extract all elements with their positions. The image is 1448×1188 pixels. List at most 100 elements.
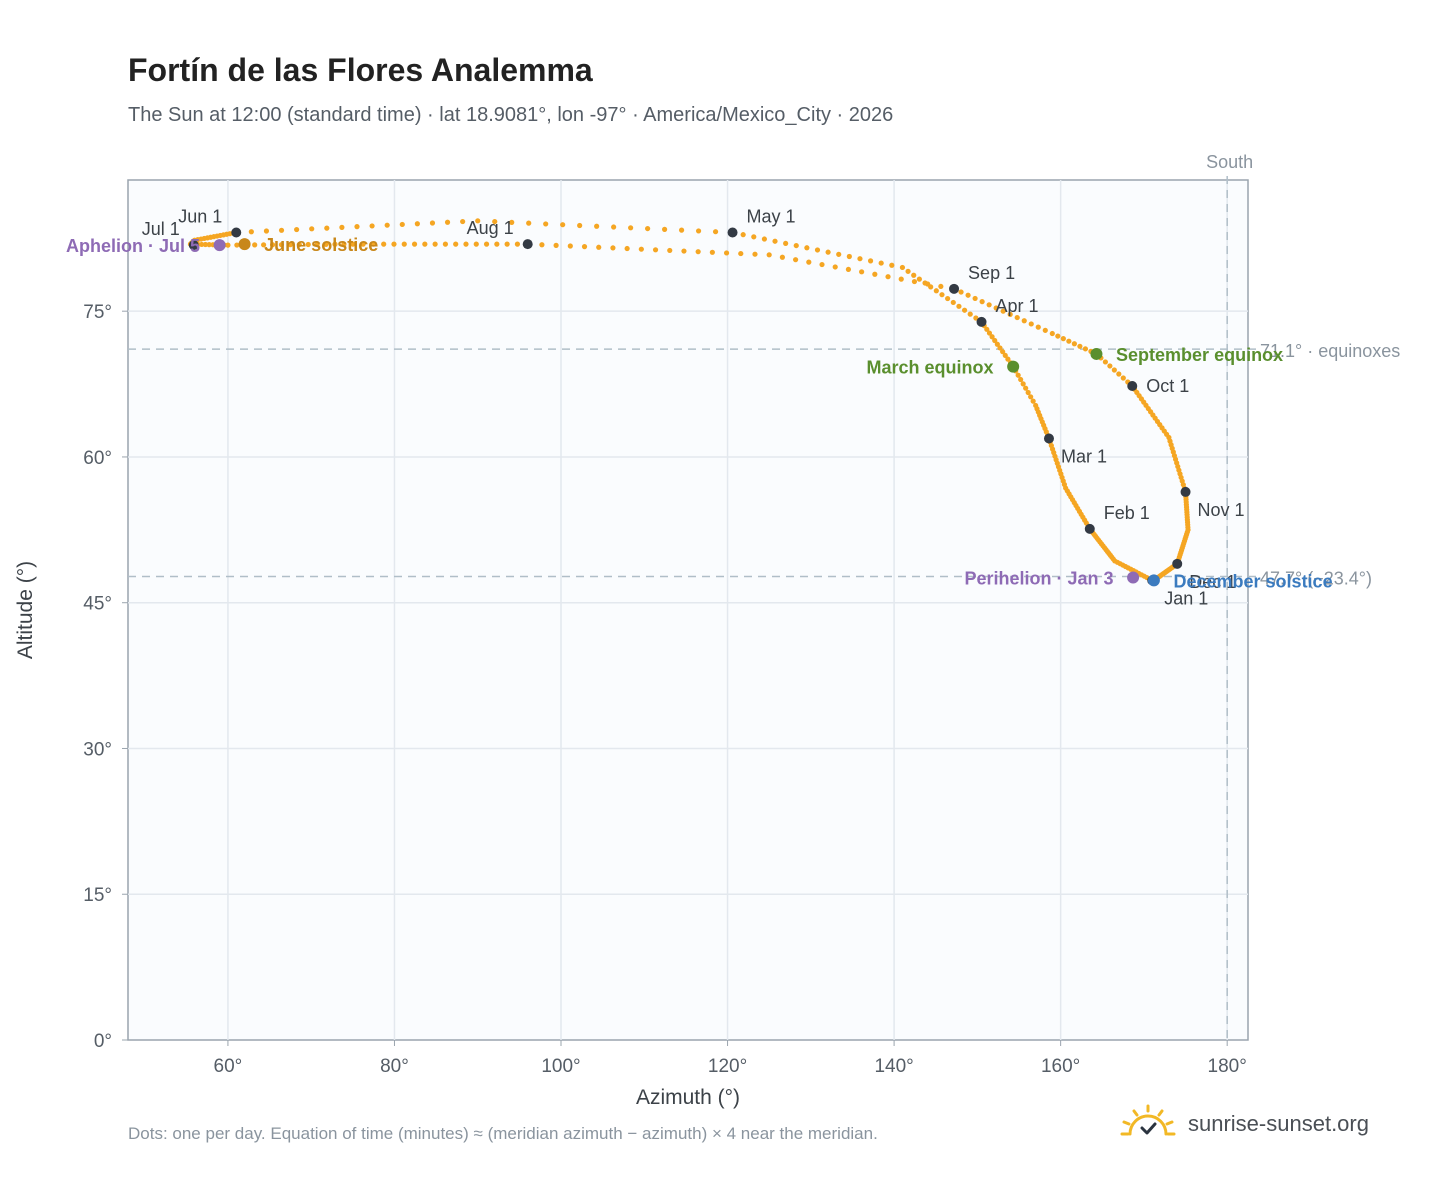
daily-sun-dot <box>526 220 532 226</box>
daily-sun-dot <box>986 330 993 336</box>
y-tick-label: 60° <box>83 448 112 469</box>
daily-sun-dot <box>825 249 831 255</box>
annotation-dot <box>213 239 226 252</box>
x-tick-label: 60° <box>214 1056 243 1077</box>
meridian-label: South <box>1206 152 1253 172</box>
daily-sun-dot <box>305 241 311 248</box>
daily-sun-dot <box>695 249 701 255</box>
daily-sun-dot <box>475 218 481 224</box>
daily-sun-dot <box>1060 336 1066 342</box>
daily-sun-dot <box>202 241 209 248</box>
daily-sun-dot <box>553 242 559 248</box>
daily-sun-dot <box>504 241 510 247</box>
daily-sun-dot <box>610 245 616 251</box>
daily-sun-dot <box>309 226 315 232</box>
daily-sun-dot <box>492 218 498 225</box>
daily-sun-dot <box>956 303 962 309</box>
daily-sun-dot <box>867 258 874 264</box>
x-tick-label: 80° <box>380 1056 409 1077</box>
brand[interactable]: sunrise-sunset.org <box>1120 1104 1369 1144</box>
daily-sun-dot <box>899 264 906 271</box>
daily-sun-dot <box>384 222 390 228</box>
daily-sun-dot <box>261 242 267 248</box>
daily-sun-dot <box>332 241 338 247</box>
daily-sun-dot <box>399 221 405 228</box>
daily-sun-dot <box>567 243 573 249</box>
y-tick-label: 0° <box>94 1031 112 1052</box>
daily-sun-dot <box>287 242 293 248</box>
daily-sun-dot <box>857 256 863 262</box>
x-tick-label: 160° <box>1041 1056 1080 1077</box>
daily-sun-dot <box>681 248 687 254</box>
reference-line-label: 71.1° · equinoxes <box>1260 341 1400 361</box>
x-tick-label: 180° <box>1208 1056 1247 1077</box>
daily-sun-dot <box>323 241 329 247</box>
daily-sun-dot <box>997 345 1003 351</box>
daily-sun-dot <box>845 266 852 273</box>
reference-line-label: 47.7° (−23.4°) <box>1260 568 1372 588</box>
daily-sun-dot <box>898 276 904 282</box>
daily-sun-dot <box>1014 314 1020 321</box>
month-marker-label: Jul 1 <box>142 219 180 239</box>
month-marker-dot <box>188 240 199 251</box>
daily-sun-dot <box>645 225 651 232</box>
footnote: Dots: one per day. Equation of time (min… <box>128 1124 878 1143</box>
daily-sun-dot <box>965 292 971 298</box>
daily-sun-dot <box>993 305 999 311</box>
annotation-label: Aphelion · Jul 5 <box>66 236 200 256</box>
daily-sun-dot <box>1082 346 1089 352</box>
annotation-label: September equinox <box>1116 345 1283 365</box>
daily-sun-dot <box>709 249 715 255</box>
brand-name[interactable]: sunrise-sunset.org <box>1188 1111 1369 1136</box>
daily-sun-dot <box>1066 338 1072 344</box>
daily-sun-dot <box>961 307 968 313</box>
annotation-dot <box>1147 574 1160 587</box>
daily-sun-dot <box>846 253 852 260</box>
annotation-dot <box>1007 360 1020 373</box>
month-marker-dot <box>231 227 242 238</box>
month-marker-label: Aug 1 <box>467 218 514 238</box>
daily-sun-dot <box>429 220 436 226</box>
daily-sun-dot <box>1021 318 1027 324</box>
month-marker-dot <box>1172 558 1183 569</box>
y-tick-label: 30° <box>83 739 112 760</box>
daily-sun-dot <box>341 241 347 247</box>
daily-sun-dot <box>1030 398 1036 404</box>
daily-sun-dot <box>738 250 744 257</box>
daily-sun-dot <box>314 241 320 248</box>
daily-sun-dot <box>1020 381 1026 387</box>
daily-sun-dot <box>494 241 500 247</box>
daily-sun-dot <box>269 242 276 248</box>
month-marker-dot <box>949 283 960 294</box>
daily-sun-dot <box>819 261 825 268</box>
daily-sun-dot <box>360 241 366 247</box>
daily-sun-dot <box>199 241 205 248</box>
daily-sun-dot <box>1002 352 1008 359</box>
daily-sun-dot <box>911 278 918 285</box>
daily-sun-dot <box>911 272 917 278</box>
y-tick-label: 45° <box>83 594 112 615</box>
daily-sun-dot <box>1018 376 1024 383</box>
daily-sun-dot <box>611 224 617 230</box>
month-marker-label: May 1 <box>747 206 796 226</box>
daily-sun-dot <box>783 240 789 247</box>
annotation-label: March equinox <box>867 358 994 378</box>
daily-sun-dot <box>234 242 240 248</box>
daily-sun-dot <box>1077 343 1083 349</box>
daily-sun-dot <box>1025 389 1031 396</box>
daily-sun-dot <box>859 269 865 275</box>
y-axis-label: Altitude (°) <box>14 561 37 659</box>
annotation-label: June solstice <box>264 235 378 255</box>
daily-sun-dot <box>350 241 356 247</box>
daily-sun-dot <box>740 232 746 238</box>
daily-sun-dot <box>294 226 300 233</box>
daily-sun-dot <box>832 264 838 270</box>
daily-sun-dot <box>972 295 978 302</box>
daily-sun-dot <box>994 341 1000 347</box>
daily-sun-dot <box>806 259 812 265</box>
daily-sun-dot <box>678 227 685 233</box>
daily-sun-dot <box>1049 330 1055 337</box>
daily-sun-dot <box>463 241 469 247</box>
month-marker-label: Sep 1 <box>968 263 1015 283</box>
